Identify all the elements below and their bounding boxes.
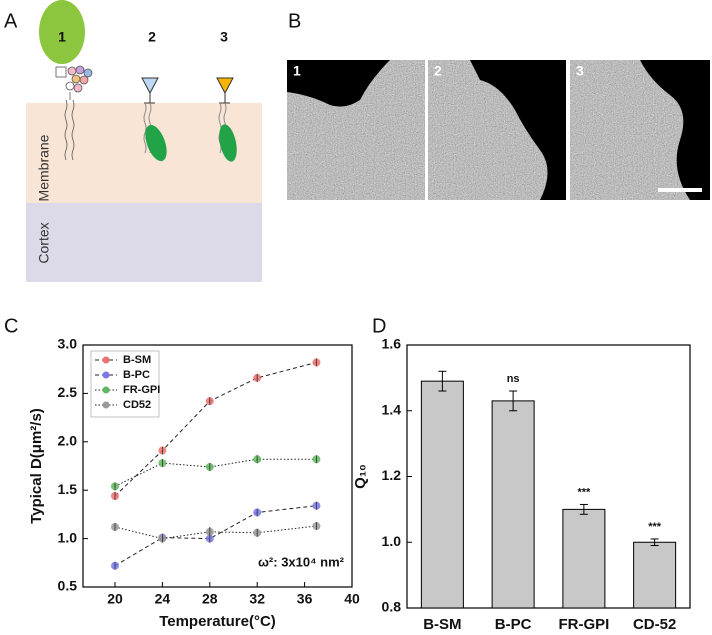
bar [633, 541, 677, 609]
x-tick-label: B-PC [495, 616, 532, 633]
protein-1 [39, 0, 85, 64]
plot-frame [82, 344, 353, 588]
legend-label: CD52 [123, 399, 151, 411]
item-label: 2 [148, 29, 156, 45]
protein-3 [219, 124, 237, 162]
x-tick-label: 20 [107, 591, 123, 607]
cortex-region [26, 203, 262, 282]
y-tick-label: 1.6 [382, 336, 402, 352]
y-tick-label: 2.0 [58, 433, 78, 449]
x-tick-label: 28 [202, 591, 218, 607]
y-tick-label: 1.0 [58, 529, 78, 545]
legend-box [90, 350, 160, 418]
legend-label: FR-GPI [123, 384, 160, 396]
image-label: 2 [434, 63, 442, 79]
panel-label: B [288, 10, 301, 32]
charts: 0.5 1.0 1.5 2.0 2.5 3.0 Typical D(μm²/s) 20 24 28… [28, 336, 691, 633]
image-label: 3 [576, 63, 584, 79]
series-line [114, 505, 317, 567]
micrograph: 1 [287, 60, 425, 200]
x-tick-label: 36 [297, 591, 313, 607]
region-label: Cortex [36, 222, 52, 263]
y-tick-label: 0.8 [382, 599, 402, 615]
y-tick-label: 1.2 [382, 467, 402, 483]
y-tick-label: 1.0 [382, 533, 402, 549]
lipid-cluster [55, 65, 93, 161]
significance-label: *** [577, 486, 591, 498]
item-label: 3 [220, 29, 228, 45]
legend-marker [102, 371, 110, 379]
panel-label: C [4, 315, 18, 337]
micrograph: 2 [428, 60, 566, 200]
y-tick-label: 1.5 [58, 481, 78, 497]
panel-label: D [372, 315, 386, 337]
series-line [114, 525, 317, 540]
significance-label: *** [648, 521, 662, 533]
x-tick-label: FR-GPI [558, 616, 609, 633]
y-tick-label: 1.4 [382, 401, 402, 417]
legend-marker [102, 386, 110, 394]
protein-2 [145, 124, 167, 162]
y-axis-label: Q₁₀ [352, 464, 369, 489]
x-tick-label: CD-52 [633, 616, 676, 633]
bar [491, 400, 535, 609]
legend-label: B-PC [123, 369, 150, 381]
legend-marker [102, 356, 110, 364]
micrograph: 3 [570, 60, 710, 200]
series-line [114, 458, 317, 487]
significance-label: ns [507, 373, 520, 385]
legend-marker [102, 401, 110, 409]
x-tick-label: B-SM [423, 616, 461, 633]
panel-label: A [4, 10, 18, 32]
y-tick-label: 0.5 [58, 578, 78, 594]
region-label: Membrane [36, 134, 52, 201]
bar [562, 508, 606, 609]
y-tick-label: 2.5 [58, 384, 78, 400]
y-axis-label: Typical D(μm²/s) [28, 408, 45, 524]
legend-label: B-SM [123, 354, 151, 366]
x-tick-label: 32 [249, 591, 265, 607]
x-tick-label: 24 [155, 591, 171, 607]
image-label: 1 [293, 63, 301, 79]
item-label: 1 [58, 29, 66, 45]
x-tick-label: 40 [344, 591, 360, 607]
x-axis-label: Temperature(°C) [159, 613, 276, 630]
annotation: ω²: 3x10⁴ nm² [258, 554, 345, 569]
y-tick-label: 3.0 [58, 336, 78, 352]
bar [420, 380, 464, 609]
